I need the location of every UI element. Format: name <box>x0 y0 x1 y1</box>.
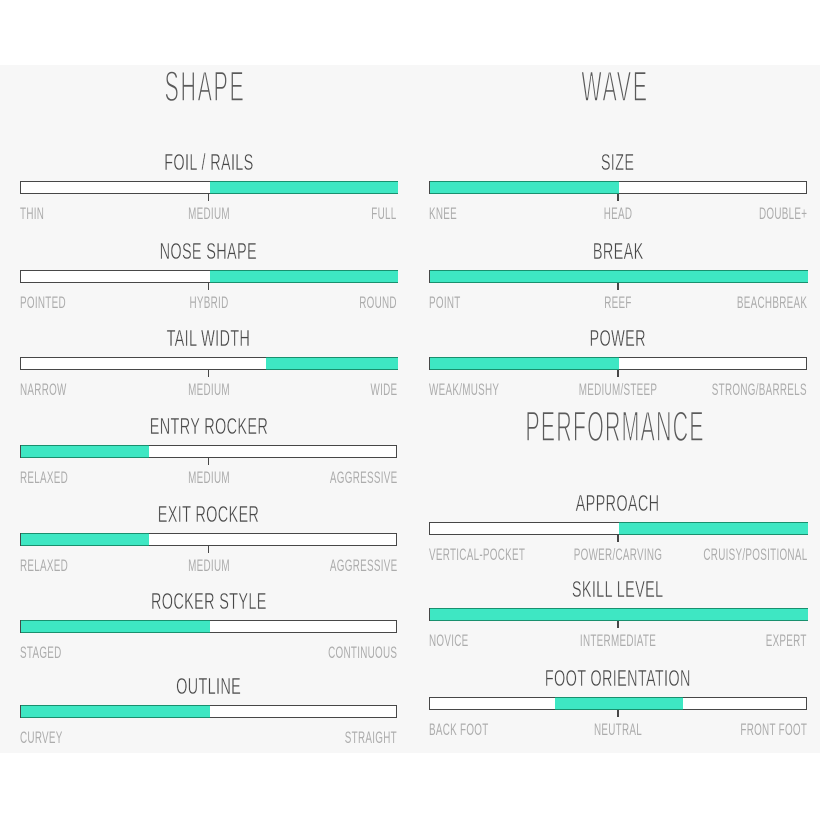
svg-text:PERFORMANCE: PERFORMANCE <box>525 403 704 451</box>
svg-text:WAVE: WAVE <box>581 63 648 111</box>
